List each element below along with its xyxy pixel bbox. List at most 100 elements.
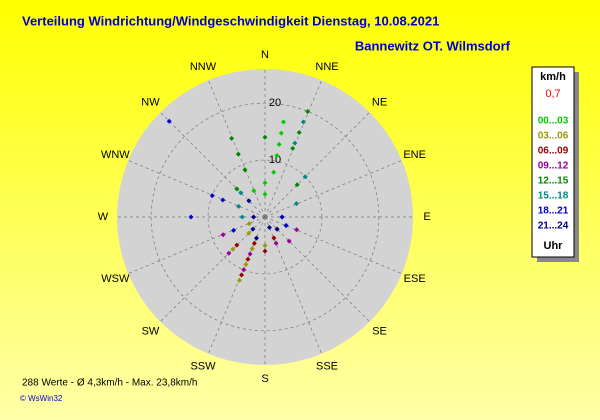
point — [292, 140, 298, 146]
direction-label: NE — [372, 96, 387, 108]
direction-label: ESE — [404, 273, 426, 285]
point — [188, 214, 194, 220]
point — [271, 169, 277, 175]
point — [271, 235, 277, 241]
point — [251, 240, 257, 246]
grid-ring — [207, 159, 323, 275]
point — [262, 180, 268, 186]
grid-ring — [150, 102, 380, 332]
point — [279, 214, 285, 220]
legend-title: km/h — [540, 71, 566, 83]
point — [250, 226, 256, 232]
point — [235, 151, 241, 157]
footer: 288 Werte - Ø 4,3km/h - Max. 23,8km/h — [22, 378, 197, 389]
direction-label: NNE — [315, 61, 338, 73]
point — [294, 227, 300, 233]
legend-label: 15...18 — [538, 191, 569, 202]
point — [276, 141, 282, 147]
legend-label: 03...06 — [538, 131, 569, 142]
point — [226, 250, 232, 256]
point — [166, 118, 172, 124]
point — [249, 246, 255, 252]
spoke — [208, 80, 266, 218]
point — [236, 203, 242, 209]
direction-label: S — [261, 373, 268, 385]
spoke — [264, 216, 370, 322]
point — [234, 186, 240, 192]
legend-label: 06...09 — [538, 146, 569, 157]
direction-label: WNW — [101, 149, 130, 161]
spoke — [128, 216, 266, 274]
point — [239, 272, 245, 278]
chart-title: Verteilung Windrichtung/Windgeschwindigk… — [22, 13, 439, 28]
point — [253, 235, 259, 241]
point — [273, 240, 279, 246]
point — [246, 221, 252, 227]
point — [274, 153, 280, 159]
legend-footer: Uhr — [544, 240, 564, 252]
point — [283, 223, 289, 229]
point — [262, 242, 268, 248]
point — [293, 201, 299, 207]
spoke — [160, 216, 266, 322]
spoke — [208, 216, 266, 354]
point — [229, 135, 235, 141]
point — [302, 174, 308, 180]
r-tick-label: 20 — [269, 97, 281, 109]
point — [234, 242, 240, 248]
direction-label: N — [261, 49, 269, 61]
point — [262, 134, 268, 140]
point — [243, 262, 249, 268]
direction-label: SSW — [190, 361, 216, 373]
point — [230, 246, 236, 252]
legend-label: 21...24 — [538, 221, 569, 232]
point — [296, 130, 302, 136]
legend-box — [531, 66, 575, 258]
point — [266, 224, 272, 230]
direction-label: SW — [142, 325, 160, 337]
direction-label: ENE — [403, 149, 426, 161]
point — [220, 232, 226, 238]
copyright: © WsWin32 — [20, 394, 63, 403]
point — [239, 214, 245, 220]
point — [294, 182, 300, 188]
point — [236, 277, 242, 283]
point — [209, 193, 215, 199]
point — [278, 130, 284, 136]
point — [246, 198, 252, 204]
legend-label: 00...03 — [538, 116, 569, 127]
spoke — [264, 160, 402, 218]
direction-label: E — [423, 211, 430, 223]
chart-subtitle: Bannewitz OT. Wilmsdorf — [355, 38, 511, 53]
point — [245, 256, 251, 262]
spoke — [264, 216, 402, 274]
point — [300, 119, 306, 125]
direction-label: NNW — [190, 61, 217, 73]
direction-label: WSW — [101, 273, 130, 285]
point — [220, 197, 226, 203]
direction-label: SSE — [316, 361, 338, 373]
point — [231, 227, 237, 233]
point — [242, 167, 248, 173]
point — [247, 251, 253, 257]
point — [251, 214, 257, 220]
direction-label: W — [98, 211, 109, 223]
spoke — [160, 112, 266, 218]
legend-label: 18...21 — [538, 206, 569, 217]
direction-label: SE — [372, 325, 387, 337]
point — [238, 190, 244, 196]
point — [305, 108, 311, 114]
r-tick-label: 10 — [269, 154, 281, 166]
legend-label: 09...12 — [538, 161, 569, 172]
current-value: 0,7 — [545, 88, 560, 100]
point — [262, 248, 268, 254]
spoke — [264, 112, 370, 218]
point — [246, 230, 252, 236]
spoke — [128, 160, 266, 218]
point — [262, 191, 268, 197]
point — [241, 267, 247, 273]
point — [290, 145, 296, 151]
point — [280, 119, 286, 125]
legend-label: 12...15 — [538, 176, 569, 187]
